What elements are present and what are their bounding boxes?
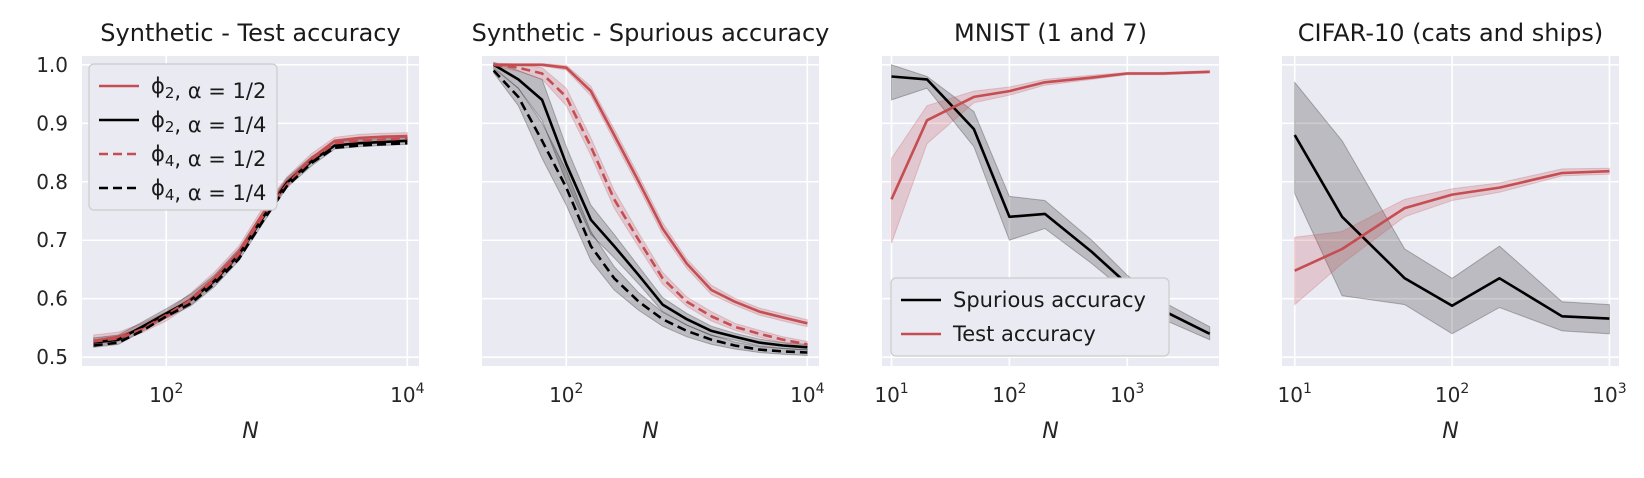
series-group	[492, 61, 808, 357]
chart-panel-4: 101 102 103 CIFAR-10 (cats and ships) N	[1278, 19, 1627, 444]
legend-label: Spurious accuracy	[953, 288, 1146, 312]
series-group	[93, 132, 408, 348]
x-tick-label: 104	[390, 381, 424, 407]
x-tick-label: 103	[1110, 381, 1144, 407]
chart-title: Synthetic - Test accuracy	[100, 19, 400, 47]
chart-panel-2: 102 104 Synthetic - Spurious accuracy N	[472, 19, 830, 444]
confidence-band	[493, 61, 808, 351]
x-tick-label: 104	[790, 381, 824, 407]
x-axis-label: N	[242, 419, 258, 444]
series-line	[890, 70, 1210, 200]
x-tick-label: 101	[1278, 381, 1312, 407]
x-tick-label: 102	[149, 381, 183, 407]
y-tick-label: 0.7	[36, 228, 68, 252]
y-tick-label: 0.6	[36, 287, 68, 311]
confidence-band	[891, 64, 1211, 341]
chart-title: CIFAR-10 (cats and ships)	[1298, 19, 1603, 47]
x-tick-label: 102	[1435, 381, 1469, 407]
legend-label: Test accuracy	[952, 322, 1096, 346]
legend-label: ϕ2, α = 1/2	[151, 74, 266, 103]
chart-panel-3: 101 102 103 MNIST (1 and 7) N Spurious accura…	[874, 19, 1219, 444]
plot-area	[482, 56, 819, 366]
x-tick-label: 101	[874, 381, 908, 407]
legend-frame	[890, 277, 1170, 357]
chart-panel-1: 0.5 0.6 0.7 0.8 0.9 1.0 102 104 Synthetic - Test…	[36, 19, 424, 444]
series-line	[493, 63, 808, 325]
y-tick-label: 1.0	[36, 53, 68, 77]
series-line	[493, 63, 808, 346]
y-tick-label: 0.8	[36, 170, 68, 194]
series-line	[493, 63, 808, 349]
series-line	[93, 137, 408, 343]
legend-label: ϕ4, α = 1/2	[151, 142, 266, 171]
series-group	[1293, 80, 1610, 335]
chart-title: Synthetic - Spurious accuracy	[472, 19, 830, 47]
series-line	[1294, 169, 1610, 272]
x-axis-label: N	[642, 419, 658, 444]
confidence-band	[493, 63, 808, 328]
confidence-band	[1294, 80, 1610, 335]
legend-frame	[88, 63, 278, 211]
legend-label: ϕ2, α = 1/4	[151, 108, 266, 137]
legend: Spurious accuracy Test accuracy	[890, 277, 1170, 357]
series-line	[93, 139, 408, 344]
confidence-band	[493, 67, 808, 357]
x-tick-label: 102	[549, 381, 583, 407]
x-tick-label: 102	[992, 381, 1026, 407]
legend-label: ϕ4, α = 1/4	[151, 176, 266, 205]
legend: ϕ2, α = 1/2 ϕ2, α = 1/4 ϕ4, α = 1/2 ϕ4, α =…	[88, 63, 278, 211]
series-line	[1293, 134, 1610, 320]
chart-title: MNIST (1 and 7)	[954, 19, 1147, 47]
y-tick-label: 0.9	[36, 111, 68, 135]
x-axis-label: N	[1442, 419, 1458, 444]
series-line	[93, 141, 408, 347]
x-axis-label: N	[1042, 419, 1058, 444]
x-tick-label: 103	[1592, 381, 1626, 407]
y-tick-label: 0.5	[36, 345, 68, 369]
